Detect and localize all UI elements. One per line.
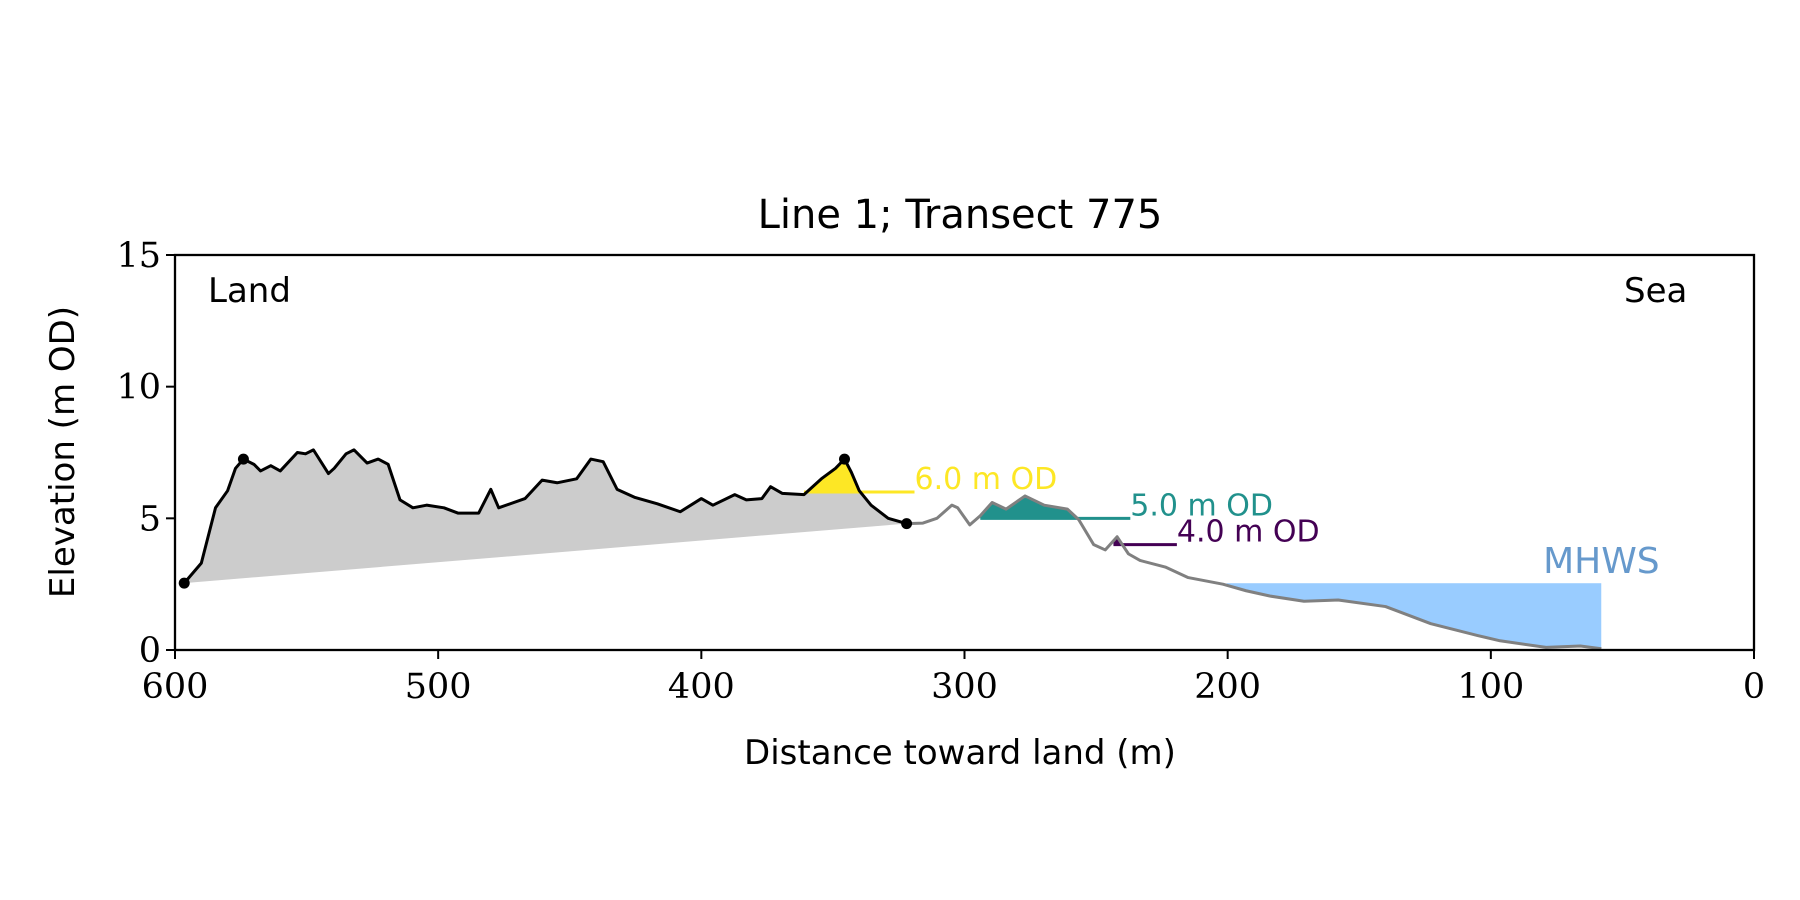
x-tick-label: 500 [405, 667, 472, 707]
profile-fill [184, 449, 907, 584]
marker [237, 453, 249, 465]
x-tick-label: 0 [1743, 667, 1765, 707]
x-tick-label: 600 [142, 667, 209, 707]
y-tick-label: 0 [139, 631, 161, 671]
level-label: 4.0 m OD [1177, 515, 1320, 550]
x-axis-label: Distance toward land (m) [744, 733, 1176, 773]
level-fill [1226, 583, 1602, 649]
profile-line [183, 448, 908, 585]
level-label: 5.0 m OD [1130, 488, 1273, 523]
annotation: Sea [1624, 271, 1687, 311]
marker [901, 518, 913, 530]
marker [838, 453, 850, 465]
annotation: Land [208, 271, 291, 311]
y-axis-label: Elevation (m OD) [43, 306, 83, 598]
x-tick-label: 100 [1457, 667, 1524, 707]
level-fill [803, 459, 915, 492]
profile-line [906, 494, 1602, 651]
x-tick-label: 300 [931, 667, 998, 707]
y-tick-label: 15 [116, 236, 161, 276]
x-tick-label: 400 [668, 667, 735, 707]
level-label: MHWS [1543, 541, 1660, 582]
marker [178, 577, 190, 589]
chart-title: Line 1; Transect 775 [758, 192, 1163, 238]
y-tick-label: 5 [139, 499, 161, 539]
y-tick-label: 10 [116, 368, 161, 408]
level-label: 6.0 m OD [914, 462, 1057, 497]
x-tick-label: 200 [1194, 667, 1261, 707]
